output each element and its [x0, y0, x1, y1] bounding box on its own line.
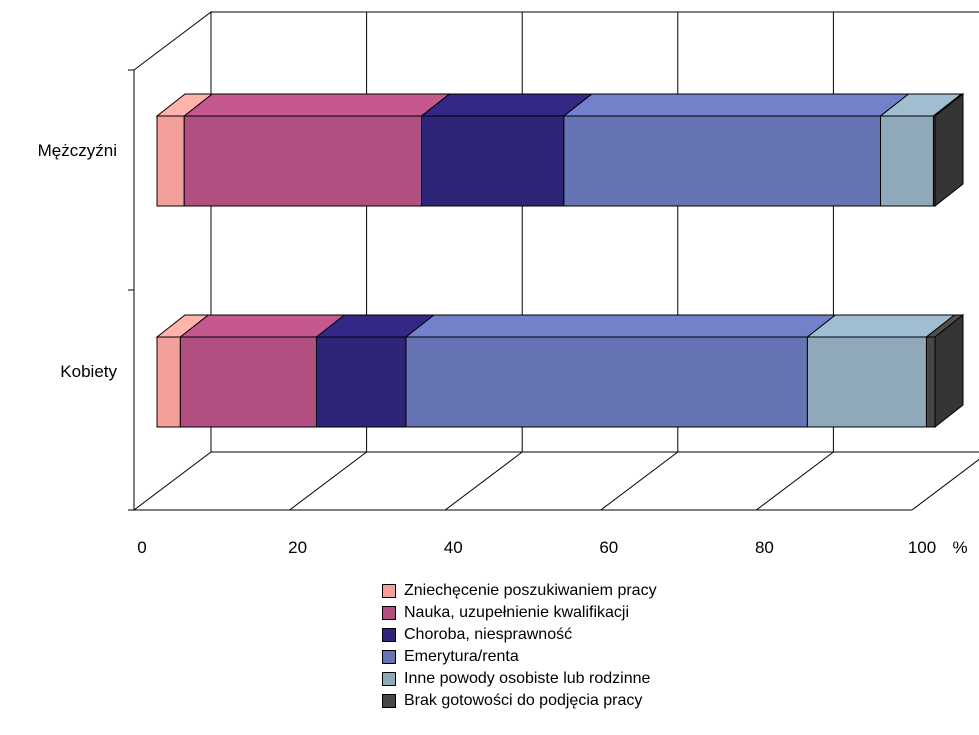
category-label: Mężczyźni: [38, 141, 117, 160]
legend-label: Emerytura/renta: [404, 648, 519, 665]
x-tick-label: 80: [755, 538, 774, 557]
x-tick-label: 60: [599, 538, 618, 557]
category-label: Kobiety: [60, 362, 117, 381]
stacked-bar-chart: 0 20 40 60 80 100% Mężczyźni Kobiety: [38, 10, 979, 557]
bar-segment: [420, 93, 594, 207]
bar-segment: [155, 93, 214, 207]
gridline-floor: [600, 451, 679, 511]
x-tick-label: 20: [288, 538, 307, 557]
legend-label: Nauka, uzupełnienie kwalifikacji: [404, 604, 630, 621]
bar-segment: [155, 314, 210, 428]
legend-swatch: [382, 650, 396, 664]
legend-item: Inne powody osobiste lub rodzinne: [382, 668, 802, 690]
bar-segment: [931, 92, 965, 208]
legend: Zniechęcenie poszukiwaniem pracy Nauka, u…: [382, 580, 802, 712]
legend-label: Zniechęcenie poszukiwaniem pracy: [404, 582, 657, 599]
bar-segment: [315, 314, 436, 428]
legend-swatch: [382, 606, 396, 620]
bar-segment: [178, 314, 346, 428]
legend-swatch: [382, 628, 396, 642]
legend-label: Brak gotowości do podjęcia pracy: [404, 692, 643, 709]
legend-item: Brak gotowości do podjęcia pracy: [382, 690, 802, 712]
legend-item: Choroba, niesprawność: [382, 624, 802, 646]
gridline-floor: [911, 458, 979, 511]
gridline-floor: [289, 451, 367, 511]
legend-label: Choroba, niesprawność: [404, 626, 573, 643]
legend-item: Emerytura/renta: [382, 646, 802, 668]
x-tick-label: 100: [908, 538, 936, 557]
legend-item: Zniechęcenie poszukiwaniem pracy: [382, 580, 802, 602]
bar-segment: [924, 313, 965, 429]
bar-segment: [562, 93, 910, 207]
bar-segment: [404, 314, 837, 428]
left-wall: [133, 10, 212, 512]
gridline-floor: [444, 451, 523, 511]
legend-label: Inne powody osobiste lub rodzinne: [404, 670, 651, 687]
bar-segment: [805, 314, 956, 428]
legend-item: Nauka, uzupełnienie kwalifikacji: [382, 602, 802, 624]
bar-segment: [182, 93, 451, 207]
legend-swatch: [382, 584, 396, 598]
legend-swatch: [382, 672, 396, 686]
x-tick-label: 0: [137, 538, 146, 557]
legend-swatch: [382, 694, 396, 708]
x-axis-unit-label: %: [952, 538, 967, 557]
gridline-floor: [756, 451, 834, 511]
x-tick-label: 40: [444, 538, 463, 557]
